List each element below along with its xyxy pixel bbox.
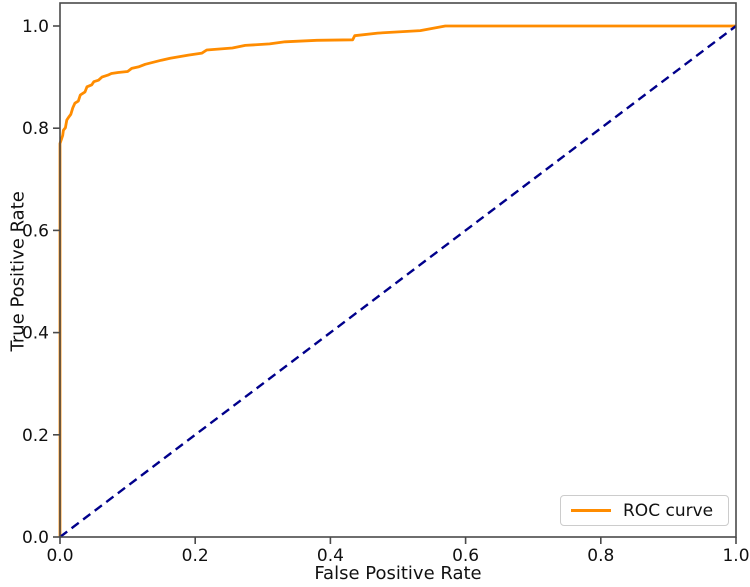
axes-spines — [59, 2, 737, 538]
x-tick-label: 0.0 — [46, 546, 73, 566]
x-tick-label: 0.8 — [587, 546, 614, 566]
y-tick-label: 0.0 — [22, 528, 49, 548]
y-tick-label: 1.0 — [22, 17, 49, 37]
x-tick-label: 0.4 — [317, 546, 344, 566]
y-tick-label: 0.2 — [22, 426, 49, 446]
series-line-roc-curve — [58, 24, 736, 537]
x-axis-label: False Positive Rate — [314, 563, 482, 584]
roc-curve-legend-line-icon — [571, 509, 611, 512]
y-tick-label: 0.6 — [22, 221, 49, 241]
x-tick-label: 1.0 — [722, 546, 749, 566]
x-tick-label: 0.2 — [182, 546, 209, 566]
y-tick-label: 0.4 — [22, 324, 49, 344]
y-axis-label: True Positive Rate — [7, 191, 29, 352]
series-line-chance-diagonal — [59, 25, 737, 538]
roc-curve-legend-label: ROC curve — [623, 500, 714, 521]
legend: ROC curve — [560, 495, 729, 526]
y-tick-label: 0.8 — [22, 119, 49, 139]
x-tick-label: 0.6 — [452, 546, 479, 566]
